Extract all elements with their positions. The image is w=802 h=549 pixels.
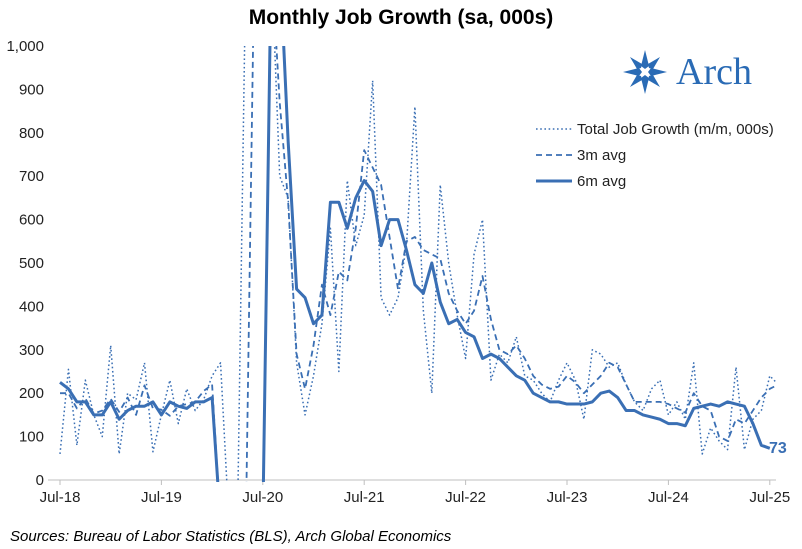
y-tick-label: 900 [19, 81, 44, 98]
legend-label-total: Total Job Growth (m/m, 000s) [577, 121, 774, 138]
y-tick-label: 100 [19, 429, 44, 446]
series-6m-line [59, 46, 771, 482]
legend: Total Job Growth (m/m, 000s) 3m avg 6m a… [536, 121, 774, 190]
y-tick-label: 600 [19, 212, 44, 229]
x-tick-label: Jul-19 [141, 489, 182, 506]
legend-label-6m: 6m avg [577, 173, 626, 190]
x-tick-label: Jul-18 [40, 489, 81, 506]
y-tick-label: 700 [19, 168, 44, 185]
y-tick-label: 800 [19, 125, 44, 142]
chart-title: Monthly Job Growth (sa, 000s) [248, 6, 554, 29]
axis-layer: 0 100 200 300 400 500 600 700 800 900 1,000 Jul-18 J… [6, 38, 790, 506]
x-tick-label: Jul-21 [344, 489, 385, 506]
x-tick-label: Jul-20 [242, 489, 283, 506]
series-layer [59, 46, 776, 482]
star-burst-icon [623, 50, 667, 94]
logo-text: Arch [676, 51, 752, 93]
x-tick-label: Jul-23 [547, 489, 588, 506]
last-value-label: 73 [769, 440, 787, 457]
arch-logo: Arch [620, 44, 780, 100]
x-tick-label: Jul-24 [648, 489, 689, 506]
x-tick-label: Jul-25 [749, 489, 790, 506]
y-tick-label: 300 [19, 342, 44, 359]
y-tick-label: 500 [19, 255, 44, 272]
y-tick-label: 400 [19, 298, 44, 315]
legend-label-3m: 3m avg [577, 147, 626, 164]
x-tick-label: Jul-22 [445, 489, 486, 506]
series-3m-line [60, 46, 776, 482]
y-tick-label: 200 [19, 385, 44, 402]
y-tick-label: 0 [36, 472, 44, 489]
y-tick-label: 1,000 [6, 38, 44, 55]
source-note: Sources: Bureau of Labor Statistics (BLS… [10, 528, 452, 545]
